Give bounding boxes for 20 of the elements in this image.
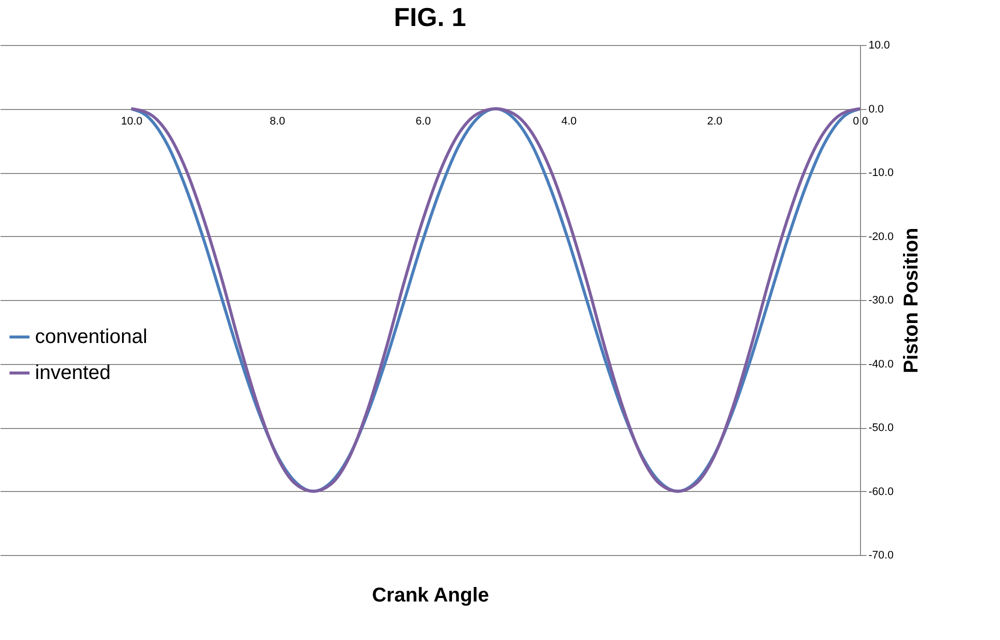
y-tick-label: -70.0: [868, 550, 894, 562]
y-tick-label: 0.0: [868, 103, 884, 116]
y-tick-label: -50.0: [868, 422, 894, 434]
y-tick-label: -60.0: [868, 486, 894, 498]
legend-label: invented: [35, 362, 111, 384]
x-axis-title: Crank Angle: [372, 584, 490, 606]
x-tick-label: 8.0: [270, 115, 286, 128]
x-tick-label: 4.0: [561, 115, 577, 128]
x-tick-label: 0.0: [852, 115, 868, 128]
y-tick-label: 10.0: [868, 40, 890, 52]
y-tick-label: -40.0: [868, 358, 894, 370]
x-tick-label: 6.0: [416, 115, 431, 128]
y-tick-label: -30.0: [868, 294, 894, 306]
y-tick-label: -10.0: [868, 167, 894, 179]
x-tick-label: 2.0: [707, 115, 722, 128]
x-tick-label: 10.0: [120, 115, 142, 128]
y-axis-title: Piston Position: [900, 228, 923, 374]
y-tick-label: -20.0: [868, 230, 894, 243]
legend-label: conventional: [35, 326, 148, 348]
chart-title: FIG. 1: [394, 2, 466, 32]
